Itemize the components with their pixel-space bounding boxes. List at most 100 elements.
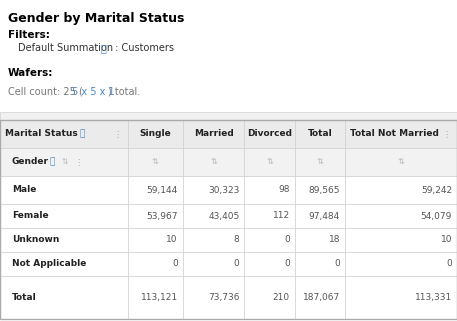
Text: Default Summation: Default Summation [18, 43, 113, 53]
Text: Total: Total [308, 129, 332, 138]
Bar [183, 120, 244, 148]
Bar [295, 252, 345, 276]
Text: 97,484: 97,484 [309, 212, 340, 221]
Bar [0, 112, 457, 120]
Text: 54,079: 54,079 [420, 212, 452, 221]
Text: 0: 0 [284, 236, 290, 245]
Text: Female: Female [12, 212, 48, 221]
Bar [345, 228, 457, 252]
Text: 10: 10 [441, 236, 452, 245]
Text: ⋮: ⋮ [114, 129, 122, 138]
Bar [0, 120, 457, 319]
Text: Unknown: Unknown [12, 236, 59, 245]
Text: 187,067: 187,067 [303, 293, 340, 302]
Bar [183, 148, 244, 176]
Text: Cell count: 25 (: Cell count: 25 ( [8, 87, 83, 97]
Bar [0, 204, 128, 228]
Bar [183, 204, 244, 228]
Bar [244, 176, 295, 204]
Bar [244, 204, 295, 228]
Text: 43,405: 43,405 [208, 212, 239, 221]
Bar [244, 252, 295, 276]
Bar [128, 120, 183, 148]
Text: 98: 98 [278, 186, 290, 195]
Text: 53,967: 53,967 [146, 212, 178, 221]
Bar [345, 276, 457, 319]
Bar [295, 176, 345, 204]
Text: ⇅: ⇅ [316, 158, 324, 167]
Text: ⓘ: ⓘ [79, 129, 85, 138]
Text: ⓘ: ⓘ [50, 158, 55, 167]
Bar [183, 276, 244, 319]
Text: ⋮: ⋮ [74, 158, 82, 167]
Text: Gender by Marital Status: Gender by Marital Status [8, 12, 184, 25]
Bar [128, 148, 183, 176]
Text: Divorced: Divorced [247, 129, 292, 138]
Text: 5 x 5 x 1: 5 x 5 x 1 [72, 87, 115, 97]
Text: ⇅: ⇅ [152, 158, 159, 167]
Bar [295, 228, 345, 252]
Bar [295, 120, 345, 148]
Bar [0, 228, 128, 252]
Bar [295, 204, 345, 228]
Bar [128, 176, 183, 204]
Text: ⇅: ⇅ [266, 158, 273, 167]
Text: ) total.: ) total. [108, 87, 140, 97]
Text: 0: 0 [284, 259, 290, 268]
Text: ⓘ: ⓘ [101, 43, 107, 53]
Text: Total: Total [12, 293, 37, 302]
Bar [128, 252, 183, 276]
Text: ⇅: ⇅ [210, 158, 217, 167]
Text: 30,323: 30,323 [208, 186, 239, 195]
Bar [0, 120, 128, 148]
Bar [345, 176, 457, 204]
Bar [0, 276, 128, 319]
Text: Filters:: Filters: [8, 30, 50, 40]
Text: ⇅: ⇅ [62, 158, 69, 167]
Bar [345, 148, 457, 176]
Text: 59,144: 59,144 [147, 186, 178, 195]
Bar [128, 204, 183, 228]
Text: 112: 112 [273, 212, 290, 221]
Text: Gender: Gender [12, 158, 49, 167]
Text: ⇅: ⇅ [398, 158, 404, 167]
Bar [183, 176, 244, 204]
Bar [345, 120, 457, 148]
Text: Male: Male [12, 186, 37, 195]
Bar [295, 276, 345, 319]
Bar [183, 252, 244, 276]
Bar [244, 148, 295, 176]
Text: Married: Married [194, 129, 234, 138]
Bar [0, 252, 128, 276]
Bar [128, 276, 183, 319]
Text: 0: 0 [234, 259, 239, 268]
Text: Marital Status: Marital Status [5, 129, 78, 138]
Text: 0: 0 [334, 259, 340, 268]
Text: 18: 18 [329, 236, 340, 245]
Text: ⋮: ⋮ [443, 129, 451, 138]
Text: Not Applicable: Not Applicable [12, 259, 86, 268]
Bar [345, 204, 457, 228]
Text: 8: 8 [234, 236, 239, 245]
Text: 10: 10 [166, 236, 178, 245]
Text: 0: 0 [446, 259, 452, 268]
Text: 113,331: 113,331 [415, 293, 452, 302]
Bar [244, 120, 295, 148]
Text: 59,242: 59,242 [421, 186, 452, 195]
Bar [0, 176, 128, 204]
Bar [0, 148, 128, 176]
Text: 73,736: 73,736 [208, 293, 239, 302]
Text: Single: Single [139, 129, 171, 138]
Bar [128, 228, 183, 252]
Text: 0: 0 [172, 259, 178, 268]
Bar [295, 148, 345, 176]
Text: 210: 210 [273, 293, 290, 302]
Text: : Customers: : Customers [112, 43, 174, 53]
Text: Total Not Married: Total Not Married [350, 129, 439, 138]
Text: 89,565: 89,565 [308, 186, 340, 195]
Bar [244, 276, 295, 319]
Bar [244, 228, 295, 252]
Text: Wafers:: Wafers: [8, 68, 53, 78]
Bar [345, 252, 457, 276]
Bar [183, 228, 244, 252]
